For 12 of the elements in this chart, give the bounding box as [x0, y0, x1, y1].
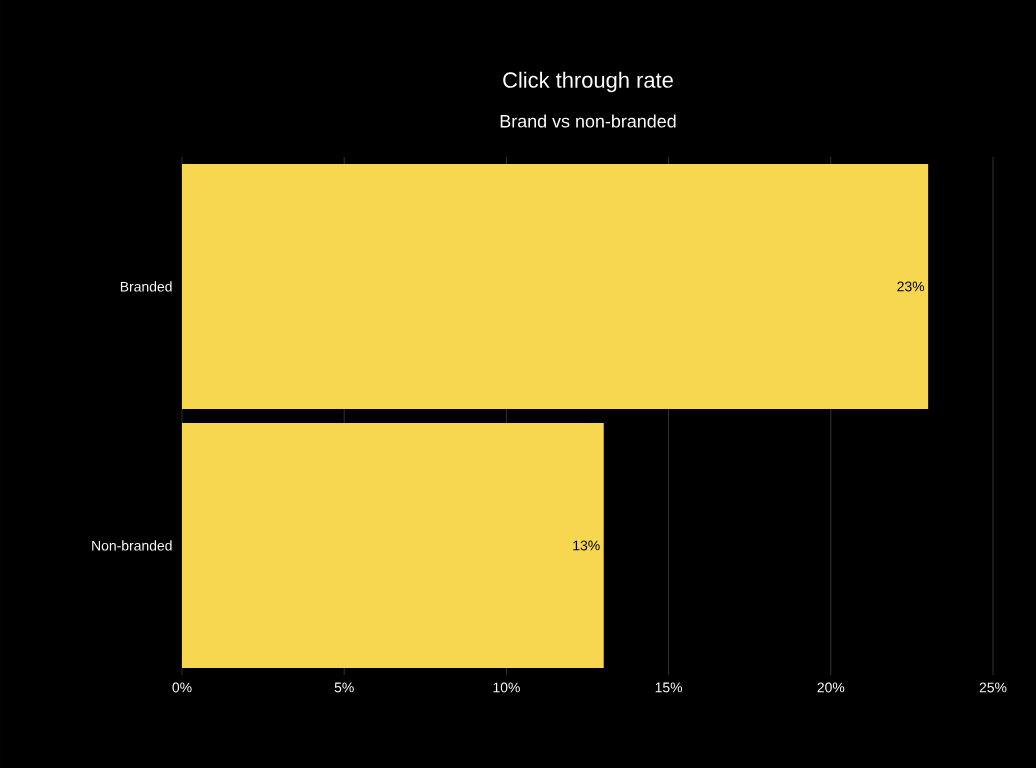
x-tick-label: 10% [493, 682, 520, 693]
x-tick-label: 5% [334, 682, 354, 693]
y-tick-label: Branded [120, 281, 172, 292]
chart-title: Click through rate [503, 71, 673, 93]
data-label: 23% [897, 281, 925, 292]
y-tick-label: Non-branded [92, 540, 172, 551]
chart-subtitle: Brand vs non-branded [500, 114, 676, 128]
x-tick-label: 20% [817, 682, 845, 693]
x-tick-label: 15% [655, 682, 683, 693]
data-label: 13% [573, 540, 600, 551]
x-tick-label: 25% [979, 682, 1007, 693]
x-tick-label: 0% [172, 682, 192, 693]
